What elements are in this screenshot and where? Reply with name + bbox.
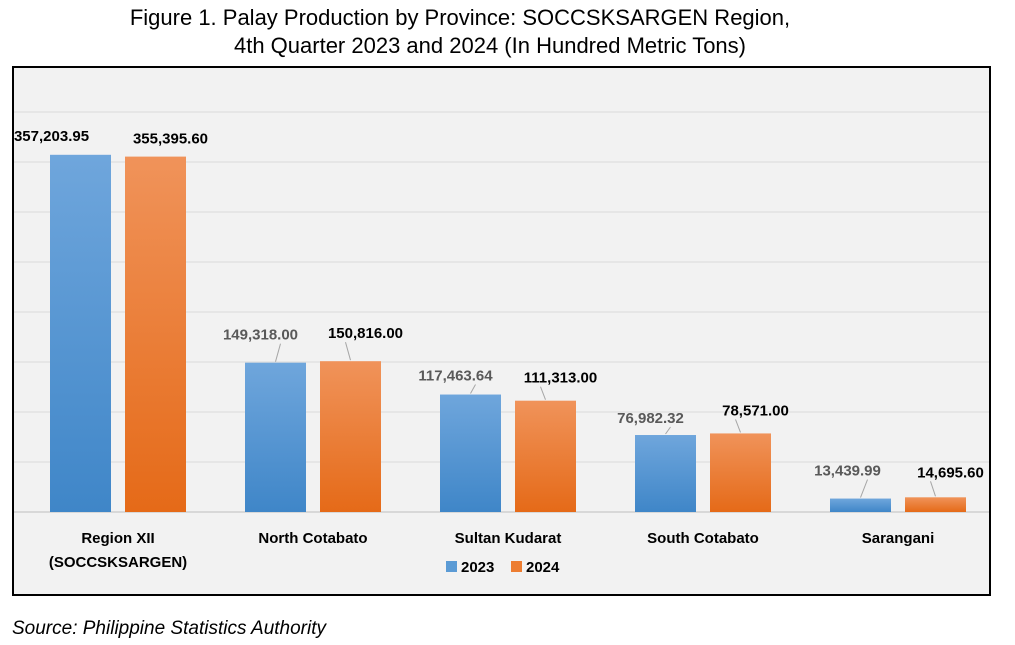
leader-line [470,384,476,394]
leader-line [930,481,936,497]
legend-label-2023: 2023 [461,559,494,576]
leader-line [665,426,671,435]
bar-2024 [320,361,381,512]
category-label: Region XII [81,530,154,547]
leader-line [735,419,741,433]
bar-2023 [440,394,501,512]
category-label: (SOCCSKSARGEN) [49,554,187,571]
data-label-2024: 78,571.00 [722,402,789,419]
bar-2024 [125,156,186,512]
legend-label-2024: 2024 [526,559,560,576]
data-label-2023: 76,982.32 [617,410,684,427]
data-label-2024: 14,695.60 [917,464,984,481]
leader-line [345,342,351,361]
category-label: Sarangani [862,530,935,547]
chart-title: Figure 1. Palay Production by Province: … [0,4,920,60]
leader-line [540,386,546,400]
bar-2024 [710,433,771,512]
legend-swatch-2024 [511,561,522,572]
bar-2024 [515,400,576,512]
title-line-2: 4th Quarter 2023 and 2024 (In Hundred Me… [233,33,746,58]
bar-2023 [830,498,891,512]
source-note: Source: Philippine Statistics Authority [12,618,327,639]
category-label: South Cotabato [647,530,759,547]
legend-swatch-2023 [446,561,457,572]
data-label-2024: 150,816.00 [328,325,403,342]
data-label-2023: 117,463.64 [418,368,493,385]
leader-line [860,479,868,498]
bar-2023 [50,154,111,512]
data-label-2023: 149,318.00 [223,327,298,344]
category-label: Sultan Kudarat [455,530,562,547]
bar-2024 [905,497,966,512]
leader-line [275,343,281,362]
category-label: North Cotabato [258,530,367,547]
title-line-1: Figure 1. Palay Production by Province: … [129,5,791,30]
chart-frame: 357,203.95 355,395.60 149,318.00 150,816.00… [12,66,991,596]
data-label-2024: 355,395.60 [133,131,208,148]
data-label-2023: 13,439.99 [814,463,881,480]
data-label-2024: 111,313.00 [524,370,597,387]
bar-2023 [245,362,306,512]
data-label-2023: 357,203.95 [14,128,89,145]
bar-2023 [635,435,696,512]
bar-chart: 357,203.95 355,395.60 149,318.00 150,816.00… [14,68,989,594]
